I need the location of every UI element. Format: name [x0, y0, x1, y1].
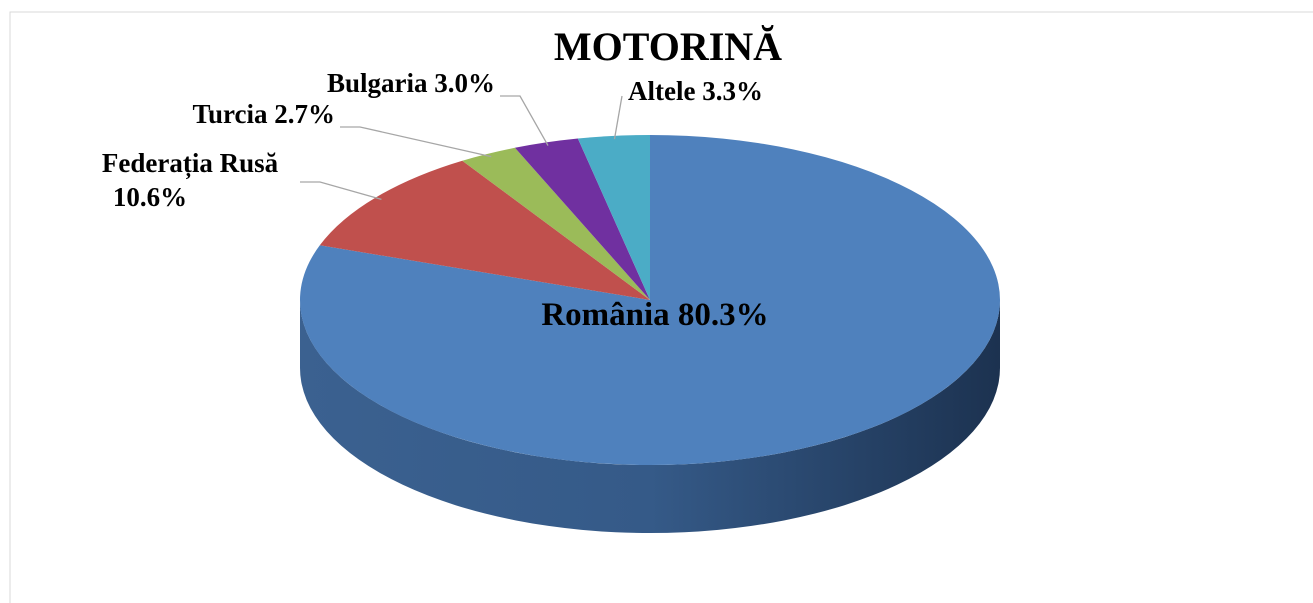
leader-line: [300, 181, 382, 201]
slice: [514, 138, 650, 300]
leader-line: [613, 95, 623, 140]
slice: [299, 135, 1000, 466]
chart-frame: [9, 11, 1313, 603]
category-label: România: [541, 297, 669, 333]
data-label: Bulgaria 3.0%: [327, 68, 495, 98]
chart-title: MOTORINĂ: [554, 24, 782, 69]
slice-side: [300, 300, 1000, 533]
category-label: Altele: [628, 76, 695, 106]
leader-line: [500, 95, 549, 146]
value-label: 3.0%: [434, 68, 495, 98]
value-label: 3.3%: [702, 76, 763, 106]
value-label: 80.3%: [678, 297, 769, 333]
category-label: Turcia: [192, 99, 268, 129]
leader-line: [340, 126, 492, 158]
value-label: 10.6%: [113, 182, 187, 212]
data-label: Federația Rusă 10.6%: [102, 148, 279, 212]
category-label: Bulgaria: [327, 68, 428, 98]
data-label: România 80.3%: [541, 297, 768, 333]
slice: [577, 135, 650, 300]
category-label: Federația Rusă: [102, 148, 279, 179]
slice: [462, 147, 650, 300]
slice: [319, 160, 650, 300]
data-label: Turcia 2.7%: [192, 99, 335, 129]
value-label: 2.7%: [274, 99, 335, 129]
data-label: Altele 3.3%: [628, 76, 763, 106]
